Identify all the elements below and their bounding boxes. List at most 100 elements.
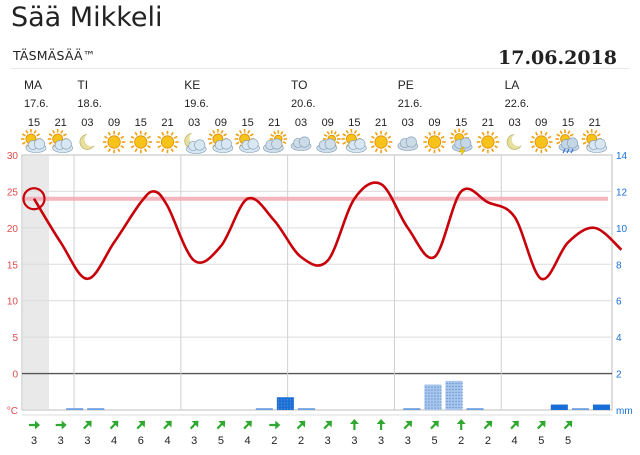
time-label: 21 — [55, 117, 67, 129]
precip-dot — [449, 385, 451, 388]
sun-ray — [104, 145, 108, 149]
precip-axis-tick: 8 — [616, 260, 622, 271]
cloud-puff — [271, 138, 283, 150]
precip-dot — [425, 392, 427, 394]
wind-arrow-head — [218, 420, 226, 428]
wind-speed: 3 — [325, 435, 331, 447]
sun-ray — [157, 145, 162, 149]
day-date: 17.6. — [24, 98, 48, 110]
sun-icon — [156, 130, 179, 154]
wind-arrow-head — [298, 420, 306, 428]
precip-dot — [455, 385, 457, 388]
precip-dot — [286, 405, 289, 407]
sun-cloud-icon — [341, 129, 367, 153]
precip-dot — [437, 398, 439, 400]
precip-dot — [431, 407, 433, 409]
day-name: TO — [291, 78, 307, 92]
sun-ray — [556, 133, 561, 137]
precip-bar — [403, 408, 421, 410]
precip-bar — [571, 408, 589, 410]
precip-dot — [461, 391, 463, 394]
time-label: 03 — [295, 117, 307, 129]
precip-dot — [428, 407, 430, 409]
wind-arrow-head — [349, 419, 359, 424]
day-date: 19.6. — [184, 98, 208, 110]
precip-dot — [283, 405, 286, 407]
sun-ray — [117, 148, 121, 153]
precip-dot — [440, 395, 442, 397]
precip-axis-tick: 2 — [616, 370, 622, 381]
rain-drop — [562, 148, 566, 154]
wind-arrow-icon — [55, 420, 67, 430]
wind-arrow-icon — [536, 420, 546, 430]
precip-axis-tick: 4 — [616, 333, 622, 344]
sun-ray — [62, 133, 67, 137]
rain-drop — [570, 148, 574, 154]
wind-speed: 3 — [351, 435, 357, 447]
precip-dot — [458, 394, 460, 397]
precip-bar-fill — [466, 408, 484, 410]
wind-speed: 3 — [31, 435, 37, 447]
wind-arrow-icon — [109, 420, 119, 430]
precip-dot — [289, 402, 292, 404]
precip-dot — [452, 391, 454, 394]
precip-dot — [434, 404, 436, 406]
wind-arrow-head — [512, 420, 519, 428]
precip-dot — [292, 405, 295, 407]
wind-speed: 2 — [271, 435, 277, 447]
sun-ray — [235, 141, 240, 145]
precip-dot — [461, 397, 463, 400]
wind-speed: 4 — [111, 435, 117, 447]
sun-ray — [453, 129, 457, 134]
sun-ray — [52, 129, 56, 134]
wind-arrow-head — [456, 419, 466, 424]
precip-bar — [592, 404, 610, 410]
wind-arrow-icon — [483, 420, 493, 430]
precip-dot — [277, 399, 280, 401]
wind-arrow-icon — [430, 420, 439, 430]
precip-dot — [458, 406, 460, 409]
time-label: 03 — [508, 117, 520, 129]
shower-icon — [555, 129, 580, 154]
precip-dot — [292, 408, 295, 410]
precip-dot — [280, 408, 283, 410]
precip-dot — [461, 388, 463, 391]
sun-ray — [477, 135, 482, 139]
sun-ray — [544, 131, 548, 136]
time-label: 21 — [589, 117, 601, 129]
precip-dot — [280, 402, 283, 404]
precip-dot — [425, 407, 427, 409]
sun-ray — [384, 131, 388, 136]
wind-arrow-icon — [563, 420, 573, 430]
precip-dot — [440, 401, 442, 403]
precip-axis-tick: mm — [616, 406, 633, 417]
time-label: 03 — [81, 117, 93, 129]
precip-dot — [425, 395, 427, 397]
precip-bar-fill — [66, 408, 84, 410]
sun-ray — [220, 129, 224, 134]
day-name: TI — [77, 78, 88, 92]
precip-dot — [277, 402, 280, 404]
precip-dot — [280, 399, 283, 401]
cloud-puff — [194, 139, 206, 151]
sun-ray — [173, 135, 178, 139]
precip-dot — [449, 403, 451, 406]
sun-cloud-icon — [581, 129, 608, 153]
precip-dot — [289, 399, 292, 401]
precip-dot — [428, 398, 430, 400]
sun-ray — [270, 133, 275, 138]
wind-arrow-head — [61, 420, 67, 430]
precip-dot — [425, 386, 427, 388]
precip-dot — [446, 382, 448, 385]
time-label: 09 — [428, 117, 440, 129]
sun-ray — [273, 130, 277, 135]
precip-bar-fill — [255, 408, 273, 410]
sun-ray — [323, 133, 328, 138]
wind-arrow-head — [538, 420, 546, 428]
precip-dot — [455, 382, 457, 385]
time-label: 21 — [268, 117, 280, 129]
precip-dot — [431, 389, 433, 391]
sun-ray — [345, 129, 349, 134]
wind-row: 3 3 3 4 6 4 3 5 4 2 2 3 3 3 3 5 2 2 4 5 5 — [22, 414, 612, 447]
precip-dot — [446, 394, 448, 397]
